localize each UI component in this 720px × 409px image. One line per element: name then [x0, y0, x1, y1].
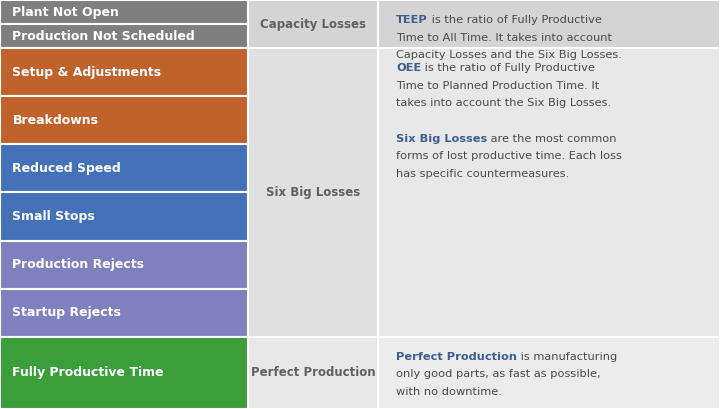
Text: TEEP: TEEP [396, 15, 428, 25]
Text: Production Rejects: Production Rejects [12, 258, 145, 271]
Text: Setup & Adjustments: Setup & Adjustments [12, 66, 161, 79]
Bar [0, 48, 248, 96]
Text: Reduced Speed: Reduced Speed [12, 162, 121, 175]
Text: takes into account the Six Big Losses.: takes into account the Six Big Losses. [396, 99, 611, 108]
Bar [0, 337, 248, 409]
Text: only good parts, as fast as possible,: only good parts, as fast as possible, [396, 369, 600, 380]
Text: OEE: OEE [396, 63, 421, 73]
Bar [0, 240, 248, 289]
Text: Six Big Losses: Six Big Losses [266, 186, 360, 199]
Text: Time to All Time. It takes into account: Time to All Time. It takes into account [396, 33, 612, 43]
Text: is the ratio of Fully Productive: is the ratio of Fully Productive [428, 15, 602, 25]
Bar [378, 337, 720, 409]
Bar [0, 193, 248, 240]
Bar [0, 0, 248, 24]
Bar [378, 48, 720, 337]
Text: Plant Not Open: Plant Not Open [12, 6, 120, 18]
Text: Startup Rejects: Startup Rejects [12, 306, 121, 319]
Text: Perfect Production: Perfect Production [396, 352, 517, 362]
Text: Small Stops: Small Stops [12, 210, 95, 223]
Bar [248, 0, 378, 48]
Bar [248, 48, 378, 337]
Text: with no downtime.: with no downtime. [396, 387, 502, 397]
Bar [0, 96, 248, 144]
Text: is the ratio of Fully Productive: is the ratio of Fully Productive [421, 63, 595, 73]
Text: are the most common: are the most common [487, 134, 617, 144]
Bar [0, 289, 248, 337]
Text: Six Big Losses: Six Big Losses [396, 134, 487, 144]
Text: Production Not Scheduled: Production Not Scheduled [12, 29, 195, 43]
Bar [378, 0, 720, 48]
Bar [0, 24, 248, 48]
Text: forms of lost productive time. Each loss: forms of lost productive time. Each loss [396, 151, 622, 162]
Text: Perfect Production: Perfect Production [251, 366, 376, 380]
Text: Breakdowns: Breakdowns [12, 114, 99, 127]
Bar [248, 337, 378, 409]
Text: has specific countermeasures.: has specific countermeasures. [396, 169, 570, 179]
Text: Capacity Losses: Capacity Losses [260, 18, 366, 31]
Text: Capacity Losses and the Six Big Losses.: Capacity Losses and the Six Big Losses. [396, 50, 622, 60]
Bar [0, 144, 248, 193]
Text: Fully Productive Time: Fully Productive Time [12, 366, 164, 380]
Text: Time to Planned Production Time. It: Time to Planned Production Time. It [396, 81, 599, 91]
Text: is manufacturing: is manufacturing [517, 352, 617, 362]
